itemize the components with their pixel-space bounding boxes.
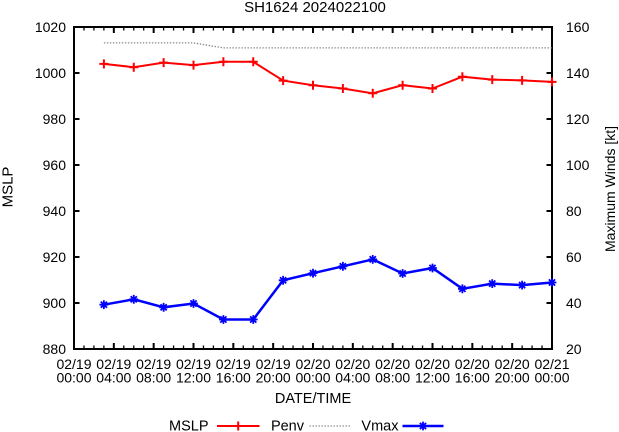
svg-text:02/19: 02/19 (216, 356, 251, 372)
svg-text:16:00: 16:00 (455, 370, 490, 386)
svg-text:1000: 1000 (35, 65, 66, 81)
svg-text:940: 940 (43, 203, 67, 219)
svg-text:02/19: 02/19 (136, 356, 171, 372)
svg-text:920: 920 (43, 249, 67, 265)
svg-text:120: 120 (566, 111, 590, 127)
svg-text:80: 80 (566, 203, 582, 219)
svg-text:880: 880 (43, 341, 67, 357)
svg-text:40: 40 (566, 295, 582, 311)
svg-text:980: 980 (43, 111, 67, 127)
svg-text:02/20: 02/20 (295, 356, 330, 372)
svg-text:20:00: 20:00 (495, 370, 530, 386)
svg-text:Penv: Penv (271, 419, 305, 432)
svg-text:16:00: 16:00 (216, 370, 251, 386)
svg-text:02/20: 02/20 (455, 356, 490, 372)
svg-text:04:00: 04:00 (96, 370, 131, 386)
svg-text:MSLP: MSLP (169, 419, 209, 432)
svg-text:02/20: 02/20 (375, 356, 410, 372)
svg-text:DATE/TIME: DATE/TIME (275, 391, 352, 407)
svg-text:02/19: 02/19 (176, 356, 211, 372)
svg-text:02/19: 02/19 (256, 356, 291, 372)
svg-text:140: 140 (566, 65, 590, 81)
svg-text:1020: 1020 (35, 19, 66, 35)
svg-text:00:00: 00:00 (534, 370, 569, 386)
svg-text:08:00: 08:00 (136, 370, 171, 386)
svg-text:02/20: 02/20 (495, 356, 530, 372)
svg-text:20: 20 (566, 341, 582, 357)
svg-text:02/20: 02/20 (415, 356, 450, 372)
svg-text:900: 900 (43, 295, 67, 311)
svg-text:08:00: 08:00 (375, 370, 410, 386)
svg-text:02/19: 02/19 (96, 356, 131, 372)
svg-text:02/19: 02/19 (56, 356, 91, 372)
svg-text:60: 60 (566, 249, 582, 265)
svg-text:Maximum Winds [kt]: Maximum Winds [kt] (602, 126, 618, 252)
svg-text:02/20: 02/20 (335, 356, 370, 372)
svg-text:100: 100 (566, 157, 590, 173)
svg-text:Vmax: Vmax (361, 419, 399, 432)
svg-text:12:00: 12:00 (415, 370, 450, 386)
svg-text:00:00: 00:00 (295, 370, 330, 386)
svg-text:02/21: 02/21 (534, 356, 569, 372)
svg-text:160: 160 (566, 19, 590, 35)
svg-text:MSLP: MSLP (0, 167, 16, 208)
svg-text:960: 960 (43, 157, 67, 173)
svg-text:SH1624 2024022100: SH1624 2024022100 (244, 0, 386, 16)
svg-text:12:00: 12:00 (176, 370, 211, 386)
svg-text:00:00: 00:00 (56, 370, 91, 386)
svg-text:04:00: 04:00 (335, 370, 370, 386)
svg-text:20:00: 20:00 (256, 370, 291, 386)
